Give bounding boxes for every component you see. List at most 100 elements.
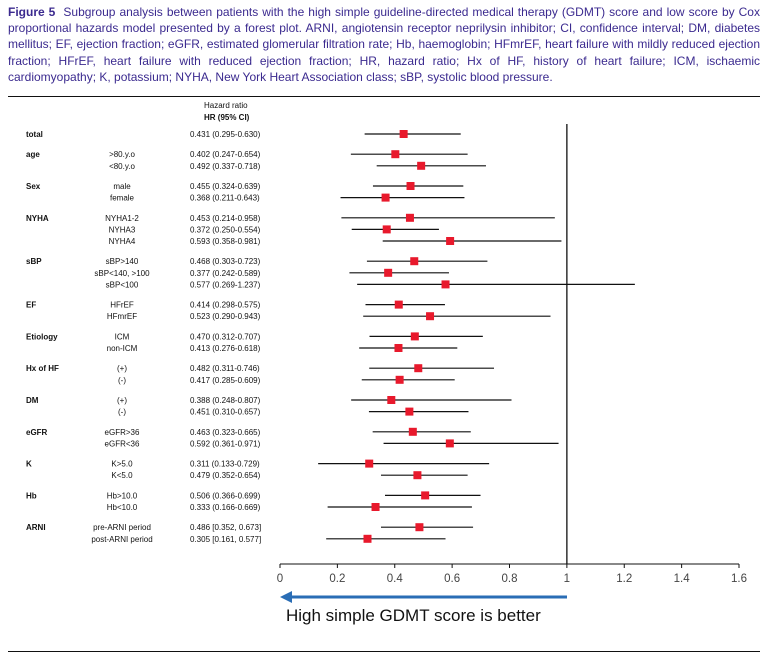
direction-arrow	[280, 591, 567, 603]
hr-marker	[394, 344, 403, 352]
x-tick-label: 0.4	[387, 573, 404, 585]
hr-marker	[414, 364, 423, 373]
forest-row: NYHA4 0.593 (0.358-0.981)	[109, 237, 562, 246]
hr-marker	[371, 503, 380, 511]
subgroup-label: Hb>10.0	[107, 491, 138, 500]
hr-ci-text: 0.402 (0.247-0.654)	[190, 150, 261, 159]
subgroup-label: post-ARNI period	[91, 535, 152, 544]
hr-marker	[394, 300, 403, 309]
x-tick-label: 0.8	[502, 573, 518, 585]
hr-marker	[363, 534, 372, 543]
hr-ci-text: 0.492 (0.337-0.718)	[190, 162, 261, 171]
subgroup-label: Hb<10.0	[107, 503, 138, 512]
x-tick-label: 1.4	[674, 573, 691, 585]
hr-ci-text: 0.577 (0.269-1.237)	[190, 280, 261, 289]
hr-marker	[365, 459, 374, 468]
forest-row: NYHA3 0.372 (0.250-0.554)	[109, 225, 439, 234]
group-label: K	[26, 460, 32, 469]
hr-ci-text: 0.305 [0.161, 0.577]	[190, 535, 261, 544]
forest-row: Sex male 0.455 (0.324-0.639)	[26, 182, 464, 191]
subgroup-label: HFmrEF	[107, 312, 137, 321]
hr-marker	[405, 213, 414, 222]
forest-row: Hx of HF (+) 0.482 (0.311-0.746)	[26, 364, 495, 373]
hr-marker	[417, 161, 426, 170]
top-rule	[8, 96, 760, 97]
subgroup-label: sBP<140, >100	[94, 269, 150, 278]
hr-ci-text: 0.388 (0.248-0.807)	[190, 396, 261, 405]
figure-caption: Figure 5 Subgroup analysis between patie…	[8, 4, 760, 85]
forest-row: eGFR eGFR>36 0.463 (0.323-0.665)	[26, 427, 471, 437]
subgroup-label: non-ICM	[107, 344, 138, 353]
hr-marker	[384, 268, 393, 277]
x-tick-label: 1.2	[616, 573, 632, 585]
hr-ci-text: 0.523 (0.290-0.943)	[190, 312, 261, 321]
header-line1: Hazard ratio	[204, 101, 248, 110]
subgroup-label: (+)	[117, 364, 127, 373]
subgroup-label: NYHA4	[109, 237, 136, 246]
group-label: NYHA	[26, 214, 49, 223]
hr-marker	[382, 225, 391, 234]
subgroup-label: eGFR>36	[105, 428, 140, 437]
hr-ci-text: 0.372 (0.250-0.554)	[190, 225, 261, 234]
x-tick-label: 1	[564, 573, 570, 585]
hr-ci-text: 0.413 (0.276-0.618)	[190, 344, 261, 353]
forest-row: sBP<140, >100 0.377 (0.242-0.589)	[94, 268, 449, 278]
hr-ci-text: 0.455 (0.324-0.639)	[190, 182, 261, 191]
group-label: Hb	[26, 491, 37, 500]
forest-row: <80.y.o 0.492 (0.337-0.718)	[109, 161, 486, 171]
hr-marker	[387, 396, 396, 404]
x-tick-label: 0.6	[444, 573, 460, 585]
hr-marker	[446, 237, 455, 245]
hr-ci-text: 0.417 (0.285-0.609)	[190, 376, 261, 385]
hr-ci-text: 0.414 (0.298-0.575)	[190, 301, 261, 310]
forest-row: total 0.431 (0.295-0.630)	[26, 130, 461, 139]
forest-row: age >80.y.o 0.402 (0.247-0.654)	[26, 150, 468, 159]
hr-ci-text: 0.506 (0.366-0.699)	[190, 491, 261, 500]
x-tick-label: 0	[277, 573, 283, 585]
hr-marker	[441, 280, 450, 289]
subgroup-label: K<5.0	[111, 471, 133, 480]
group-label: ARNI	[26, 523, 46, 532]
hr-ci-text: 0.368 (0.211-0.643)	[190, 194, 260, 203]
hr-ci-text: 0.479 (0.352-0.654)	[190, 471, 261, 480]
hr-marker	[408, 427, 417, 436]
forest-row: NYHA NYHA1-2 0.453 (0.214-0.958)	[26, 213, 555, 223]
hr-marker	[406, 182, 415, 190]
forest-row: K K>5.0 0.311 (0.133-0.729)	[26, 459, 490, 469]
subgroup-label: male	[113, 182, 131, 191]
figure-label: Figure 5	[8, 5, 56, 19]
group-label: total	[26, 130, 43, 139]
hr-ci-text: 0.431 (0.295-0.630)	[190, 130, 261, 139]
header-line2: HR (95% CI)	[204, 113, 250, 122]
hr-ci-text: 0.486 [0.352, 0.673]	[190, 523, 261, 532]
x-axis-label: High simple GDMT score is better	[286, 606, 541, 625]
group-label: EF	[26, 301, 36, 310]
group-label: Etiology	[26, 332, 58, 341]
subgroup-label: >80.y.o	[109, 150, 135, 159]
hr-marker	[445, 439, 454, 448]
forest-row: ARNI pre-ARNI period 0.486 [0.352, 0.673]	[26, 523, 474, 532]
group-label: age	[26, 150, 40, 159]
subgroup-label: K>5.0	[111, 460, 133, 469]
hr-marker	[381, 193, 390, 202]
hr-marker	[421, 491, 430, 500]
subgroup-label: pre-ARNI period	[93, 523, 151, 532]
x-tick-label: 0.2	[329, 573, 345, 585]
hr-marker	[410, 332, 419, 341]
hr-ci-text: 0.377 (0.242-0.589)	[190, 269, 261, 278]
hr-marker	[413, 471, 422, 480]
subgroup-label: (+)	[117, 396, 127, 405]
subgroup-label: (-)	[118, 376, 126, 385]
hr-ci-text: 0.592 (0.361-0.971)	[190, 439, 261, 448]
hr-marker	[426, 312, 435, 321]
hr-marker	[410, 257, 419, 266]
subgroup-label: sBP<100	[106, 280, 139, 289]
hr-ci-text: 0.468 (0.303-0.723)	[190, 257, 261, 266]
forest-row: sBP sBP>140 0.468 (0.303-0.723)	[26, 257, 488, 266]
forest-row: EF HFrEF 0.414 (0.298-0.575)	[26, 300, 445, 310]
hr-ci-text: 0.311 (0.133-0.729)	[190, 460, 260, 469]
hr-ci-text: 0.593 (0.358-0.981)	[190, 237, 261, 246]
hr-ci-text: 0.333 (0.166-0.669)	[190, 503, 261, 512]
subgroup-label: NYHA1-2	[105, 214, 139, 223]
forest-row: Hb<10.0 0.333 (0.166-0.669)	[107, 503, 472, 512]
